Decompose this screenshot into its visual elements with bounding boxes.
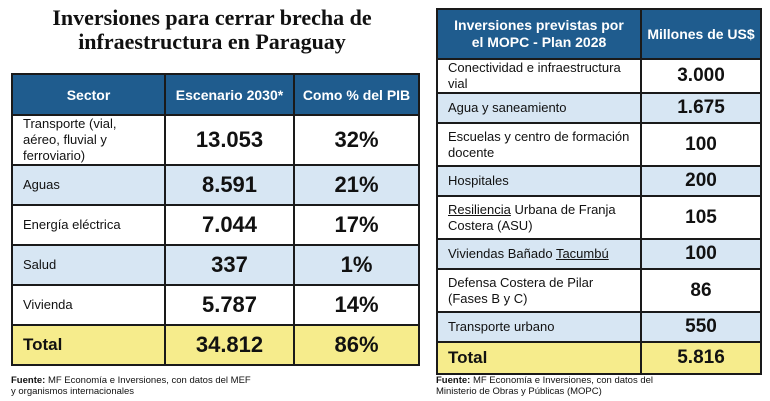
amount-cell: 100 <box>640 238 762 270</box>
project-label-rest: Urbana de Franja Costera (ASU) <box>448 201 616 233</box>
table-row: Agua y saneamiento 1.675 <box>436 92 762 124</box>
project-cell: Transporte urbano <box>436 311 642 343</box>
source-text: MF Economía e Inversiones, con datos del <box>470 375 654 386</box>
table-row: Hospitales 200 <box>436 165 762 197</box>
project-label-plain: Viviendas Bañado <box>448 246 556 261</box>
sector-cell: Aguas <box>11 164 166 206</box>
header-pib: Como % del PIB <box>293 73 420 116</box>
amount-cell: 105 <box>640 195 762 240</box>
total-row: Total 34.812 86% <box>11 324 420 366</box>
page-title: Inversiones para cerrar brecha de infrae… <box>22 6 402 54</box>
amount-cell: 100 <box>640 122 762 167</box>
amount-cell: 3.000 <box>640 58 762 94</box>
escenario-cell: 8.591 <box>164 164 295 206</box>
table-row: Escuelas y centro de formación docente 1… <box>436 122 762 167</box>
total-label: Total <box>11 324 166 366</box>
pib-cell: 32% <box>293 114 420 166</box>
source-prefix: Fuente: <box>11 375 46 386</box>
project-cell: Viviendas Bañado Tacumbú <box>436 238 642 270</box>
project-cell: Agua y saneamiento <box>436 92 642 124</box>
amount-cell: 200 <box>640 165 762 197</box>
header-inversiones-line-1: Inversiones previstas por <box>454 17 624 33</box>
pib-cell: 17% <box>293 204 420 246</box>
total-label: Total <box>436 341 642 375</box>
header-inversiones-line-2: el MOPC - Plan 2028 <box>471 34 607 50</box>
header-inversiones: Inversiones previstas por el MOPC - Plan… <box>436 8 642 60</box>
table-row: Aguas 8.591 21% <box>11 164 420 206</box>
source-text-line-2: y organismos internacionales <box>11 386 135 397</box>
sector-investment-table: Sector Escenario 2030* Como % del PIB Tr… <box>11 73 420 366</box>
pib-cell: 14% <box>293 284 420 326</box>
total-row: Total 5.816 <box>436 341 762 375</box>
project-label-underlined: Resiliencia <box>448 201 511 217</box>
header-sector: Sector <box>11 73 166 116</box>
project-cell: Resiliencia Urbana de Franja Costera (AS… <box>436 195 642 240</box>
escenario-cell: 337 <box>164 244 295 286</box>
project-cell: Conectividad e infraestructura vial <box>436 58 642 94</box>
total-amount: 5.816 <box>640 341 762 375</box>
table-row: Transporte urbano 550 <box>436 311 762 343</box>
amount-cell: 86 <box>640 268 762 313</box>
table-row: Conectividad e infraestructura vial 3.00… <box>436 58 762 94</box>
source-text-line-2: Ministerio de Obras y Públicas (MOPC) <box>436 386 602 397</box>
source-prefix: Fuente: <box>436 375 471 386</box>
sector-cell: Salud <box>11 244 166 286</box>
sector-cell: Energía eléctrica <box>11 204 166 246</box>
project-cell: Hospitales <box>436 165 642 197</box>
pib-cell: 21% <box>293 164 420 206</box>
table-row: Transporte (vial, aéreo, fluvial y ferro… <box>11 114 420 166</box>
source-note-left: Fuente: MF Economía e Inversiones, con d… <box>11 375 311 397</box>
escenario-cell: 13.053 <box>164 114 295 166</box>
title-line-2: infraestructura en Paraguay <box>78 29 346 54</box>
source-text: MF Economía e Inversiones, con datos del… <box>45 375 251 386</box>
amount-cell: 550 <box>640 311 762 343</box>
header-escenario: Escenario 2030* <box>164 73 295 116</box>
project-cell: Defensa Costera de Pilar (Fases B y C) <box>436 268 642 313</box>
total-pib: 86% <box>293 324 420 366</box>
sector-cell: Transporte (vial, aéreo, fluvial y ferro… <box>11 114 166 166</box>
table-row: Energía eléctrica 7.044 17% <box>11 204 420 246</box>
header-millones: Millones de US$ <box>640 8 762 60</box>
title-line-1: Inversiones para cerrar brecha de <box>52 5 372 30</box>
source-note-right: Fuente: MF Economía e Inversiones, con d… <box>436 375 736 397</box>
amount-cell: 1.675 <box>640 92 762 124</box>
total-escenario: 34.812 <box>164 324 295 366</box>
escenario-cell: 5.787 <box>164 284 295 326</box>
table-row: Viviendas Bañado Tacumbú 100 <box>436 238 762 270</box>
table-row: Vivienda 5.787 14% <box>11 284 420 326</box>
sector-cell: Vivienda <box>11 284 166 326</box>
mopc-plan-table: Inversiones previstas por el MOPC - Plan… <box>436 8 762 375</box>
escenario-cell: 7.044 <box>164 204 295 246</box>
table-row: Defensa Costera de Pilar (Fases B y C) 8… <box>436 268 762 313</box>
table-header-row: Inversiones previstas por el MOPC - Plan… <box>436 8 762 60</box>
table-row: Resiliencia Urbana de Franja Costera (AS… <box>436 195 762 240</box>
table-header-row: Sector Escenario 2030* Como % del PIB <box>11 73 420 116</box>
project-label-underlined: Tacumbú <box>555 246 609 261</box>
project-cell: Escuelas y centro de formación docente <box>436 122 642 167</box>
pib-cell: 1% <box>293 244 420 286</box>
table-row: Salud 337 1% <box>11 244 420 286</box>
